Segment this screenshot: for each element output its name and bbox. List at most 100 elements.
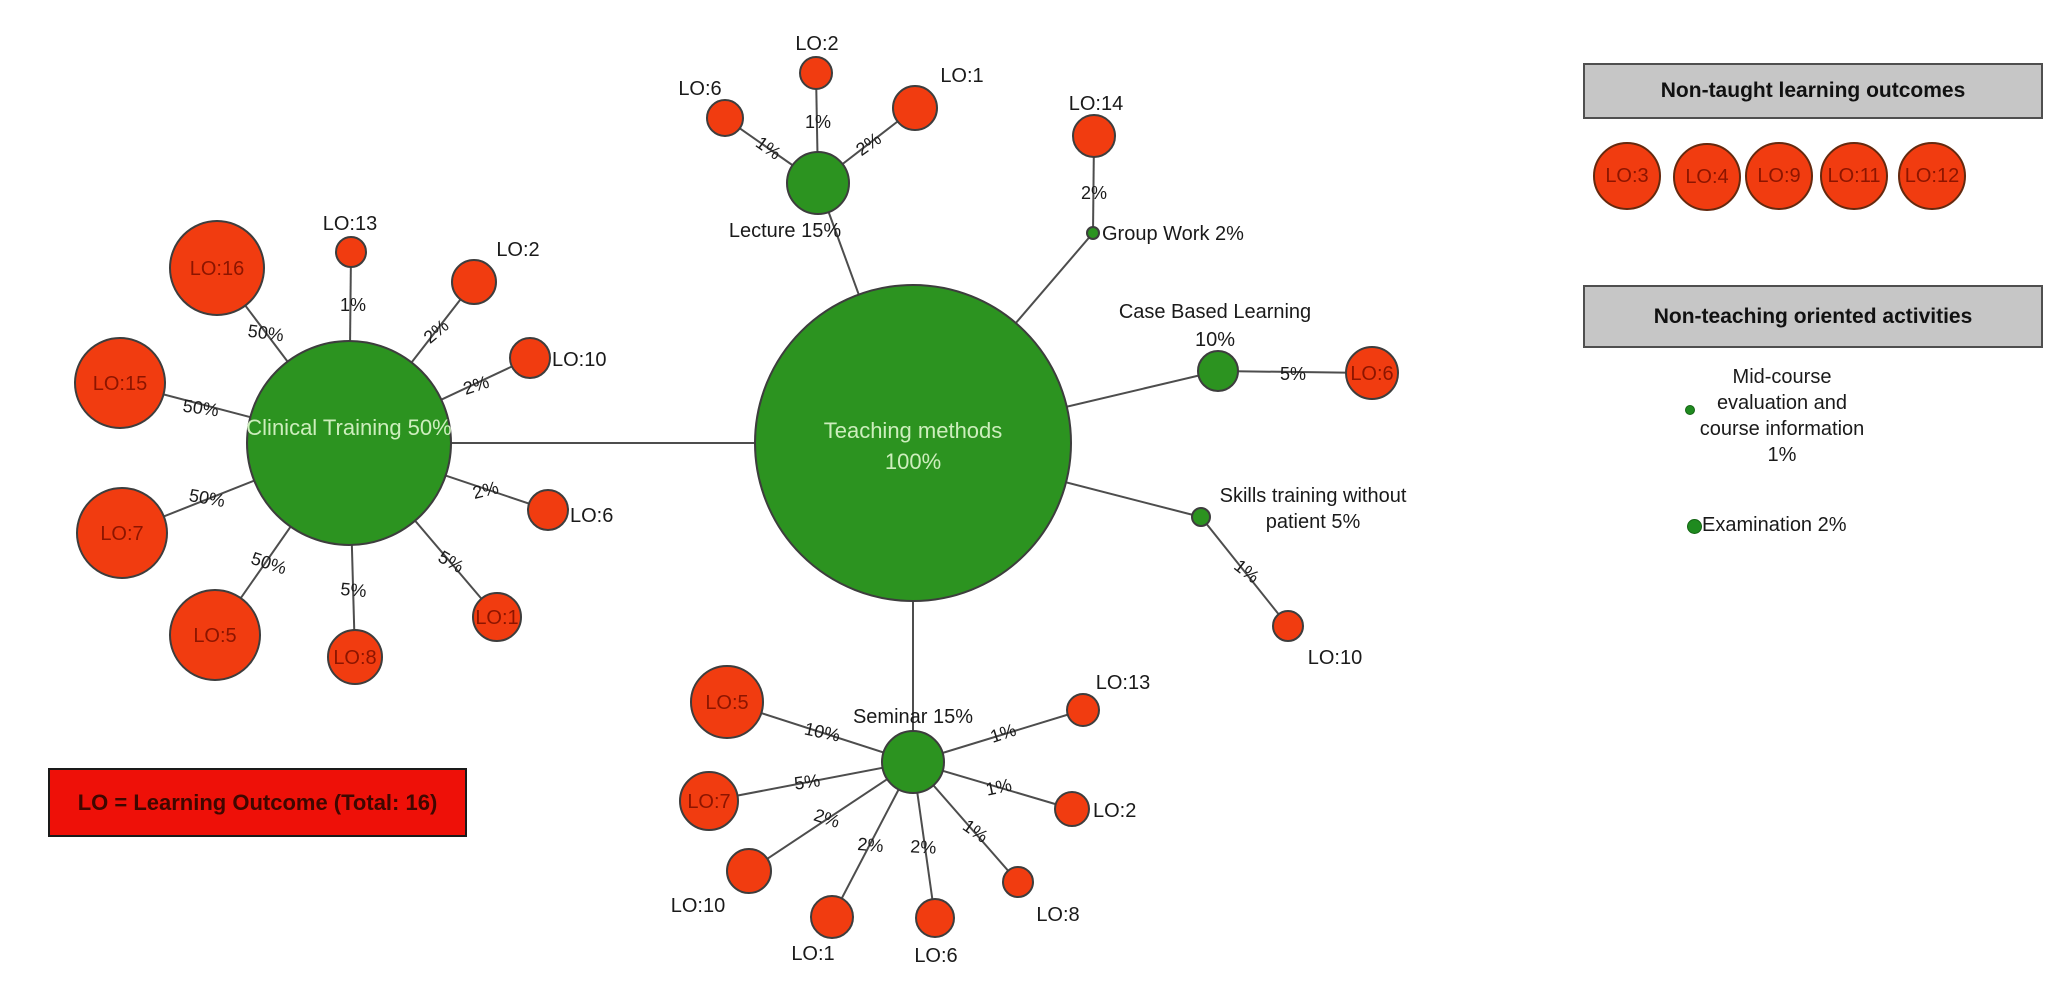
node-groupwork [1086, 226, 1100, 240]
label-teaching-line2: 100% [885, 449, 941, 474]
non-taught-circle-LO4: LO:4 [1673, 143, 1741, 211]
label-se-LO5: LO:5 [705, 692, 748, 714]
edge-label-seminar-se-LO1: 2% [857, 834, 885, 856]
non-taught-circle-LO3: LO:3 [1593, 142, 1661, 210]
edge-skills-s-LO10 [1200, 516, 1289, 627]
label-c-LO1: LO:1 [475, 607, 518, 629]
label-c-LO16: LO:16 [190, 258, 244, 280]
mid-course-line-3: course information [1699, 418, 1865, 440]
edge-label-seminar-se-LO7: 5% [793, 770, 822, 793]
node-c-LO16 [169, 220, 265, 316]
mid-course-item: Mid-course evaluation and course informa… [1664, 364, 1900, 468]
node-se-LO1 [810, 895, 854, 939]
label-casebased-line1: Case Based Learning [1119, 301, 1311, 323]
node-seminar [881, 730, 945, 794]
mid-course-line-1: Mid-course [1732, 366, 1832, 388]
node-se-LO6 [915, 898, 955, 938]
node-c-LO13 [335, 236, 367, 268]
label-l-LO6: LO:6 [678, 78, 721, 100]
edge-label-seminar-se-LO13: 1% [988, 720, 1019, 747]
label-se-LO6: LO:6 [914, 945, 957, 967]
node-casebased [1197, 350, 1239, 392]
node-c-LO8 [327, 629, 383, 685]
label-se-LO13: LO:13 [1096, 672, 1150, 694]
edge-label-clinical-c-LO7: 50% [188, 485, 227, 511]
label-l-LO1: LO:1 [940, 65, 983, 87]
node-c-LO6 [527, 489, 569, 531]
label-skills-line1: Skills training without [1220, 485, 1407, 507]
activities-header: Non-teaching oriented activities [1583, 285, 2043, 348]
label-teaching-line1: Teaching methods [824, 418, 1003, 443]
activities-header-label: Non-teaching oriented activities [1653, 304, 1973, 328]
edge-label-lecture-l-LO6: 1% [752, 132, 785, 163]
label-s-LO10: LO:10 [1308, 647, 1362, 669]
non-taught-circle-label: LO:9 [1757, 164, 1801, 187]
non-taught-circle-label: LO:3 [1605, 164, 1649, 187]
label-skills-line2: patient 5% [1266, 511, 1361, 533]
node-g-LO14 [1072, 114, 1116, 158]
edge-label-clinical-c-LO8: 5% [340, 579, 368, 601]
node-se-LO7 [679, 771, 739, 831]
edge-label-clinical-c-LO2: 2% [420, 315, 453, 347]
node-c-LO10 [509, 337, 551, 379]
non-taught-circle-LO11: LO:11 [1820, 142, 1888, 210]
label-se-LO7: LO:7 [687, 791, 730, 813]
legend-box: LO = Learning Outcome (Total: 16) [48, 768, 467, 837]
node-cb-LO6 [1345, 346, 1399, 400]
label-c-LO6: LO:6 [570, 505, 613, 527]
label-lecture: Lecture 15% [729, 220, 842, 242]
label-c-LO5: LO:5 [193, 625, 236, 647]
edge-label-clinical-c-LO15: 50% [182, 396, 220, 421]
node-se-LO2 [1054, 791, 1090, 827]
edge-label-clinical-c-LO10: 2% [461, 372, 492, 399]
label-c-LO13: LO:13 [323, 213, 377, 235]
edge-label-groupwork-g-LO14: 2% [1081, 183, 1107, 203]
label-c-LO10: LO:10 [552, 349, 606, 371]
node-l-LO2 [799, 56, 833, 90]
edge-label-lecture-l-LO1: 2% [852, 128, 885, 159]
label-se-LO2: LO:2 [1093, 800, 1136, 822]
label-seminar: Seminar 15% [853, 706, 973, 728]
node-c-LO5 [169, 589, 261, 681]
node-skills [1191, 507, 1211, 527]
label-casebased-line2: 10% [1195, 329, 1235, 351]
label-groupwork: Group Work 2% [1102, 223, 1244, 245]
node-clinical [246, 340, 452, 546]
label-l-LO2: LO:2 [795, 33, 838, 55]
non-taught-circle-label: LO:4 [1685, 165, 1729, 188]
node-c-LO15 [74, 337, 166, 429]
label-se-LO1: LO:1 [791, 943, 834, 965]
mid-course-dot-icon [1685, 405, 1695, 415]
examination-dot-icon [1687, 519, 1702, 534]
mid-course-line-2: evaluation and [1716, 392, 1848, 414]
edge-label-seminar-se-LO6: 2% [910, 836, 937, 857]
examination-item: Examination 2% [1702, 514, 1847, 536]
node-c-LO2 [451, 259, 497, 305]
edge-label-lecture-l-LO2: 1% [805, 112, 831, 132]
node-se-LO5 [690, 665, 764, 739]
edge-label-seminar-se-LO10: 2% [811, 805, 842, 832]
edge-label-clinical-c-LO16: 50% [247, 321, 285, 346]
node-se-LO10 [726, 848, 772, 894]
non-taught-circle-LO12: LO:12 [1898, 142, 1966, 210]
label-c-LO15: LO:15 [93, 373, 147, 395]
node-l-LO1 [892, 85, 938, 131]
non-taught-header: Non-taught learning outcomes [1583, 63, 2043, 119]
edge-label-seminar-se-LO5: 10% [803, 719, 842, 746]
label-se-LO8: LO:8 [1036, 904, 1079, 926]
label-c-LO8: LO:8 [333, 647, 376, 669]
label-se-LO10: LO:10 [671, 895, 725, 917]
node-l-LO6 [706, 99, 744, 137]
node-c-LO7 [76, 487, 168, 579]
label-cb-LO6: LO:6 [1350, 363, 1393, 385]
label-c-LO7: LO:7 [100, 523, 143, 545]
legend-label: LO = Learning Outcome (Total: 16) [77, 789, 438, 815]
mid-course-line-4: 1% [1767, 444, 1797, 466]
node-se-LO13 [1066, 693, 1100, 727]
non-taught-circle-label: LO:12 [1904, 164, 1960, 187]
edge-seminar-se-LO10 [748, 761, 914, 872]
edge-label-clinical-c-LO13: 1% [340, 295, 366, 315]
edge-label-clinical-c-LO5: 50% [249, 548, 289, 578]
